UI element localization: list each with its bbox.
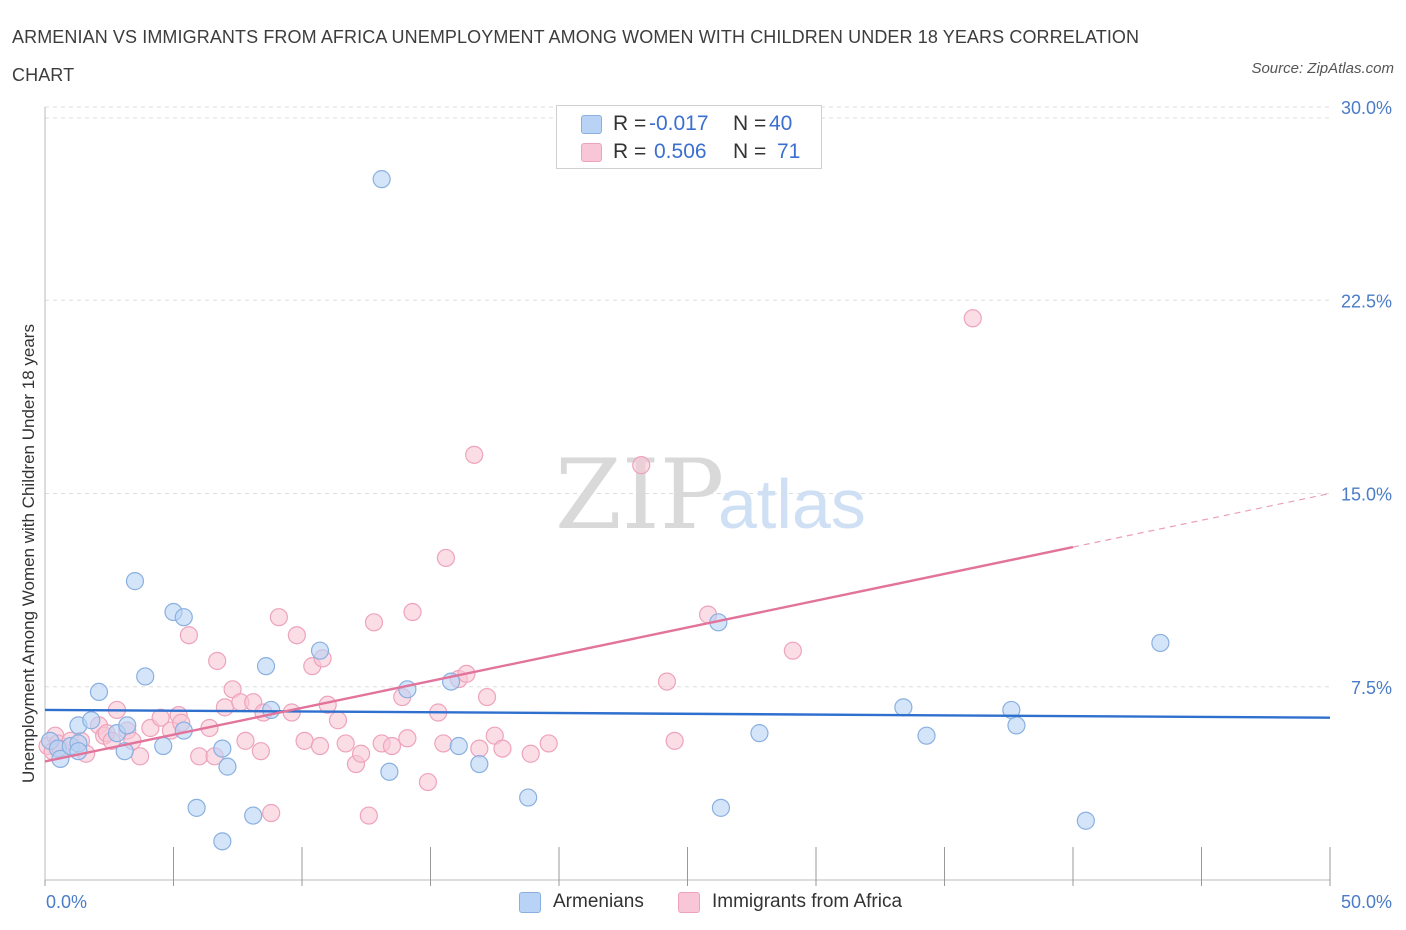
africa-legend-swatch: [678, 892, 700, 913]
africa-point-49: [382, 736, 402, 756]
africa-point-33: [262, 803, 281, 823]
r-label: R =: [613, 140, 647, 163]
africa-point-43: [336, 734, 355, 753]
africa-point-66: [632, 456, 651, 475]
africa-point-21: [179, 626, 199, 645]
africa-point-61: [477, 687, 497, 707]
armenian-point-13: [136, 667, 155, 686]
africa-point-68: [665, 731, 684, 750]
africa-point-37: [295, 731, 314, 750]
africa-point-34: [269, 608, 288, 627]
africa-trend-extension: [1072, 492, 1331, 548]
africa-point-59: [465, 445, 484, 464]
armenians-swatch: [581, 115, 602, 134]
africa-point-45: [352, 744, 371, 763]
n-label: N =: [733, 140, 767, 163]
trend-lines: [44, 492, 1331, 763]
africa-point-52: [403, 602, 422, 622]
africa-point-29: [236, 731, 255, 750]
armenians-trend-line: [44, 708, 1331, 719]
africa-point-31: [251, 742, 270, 761]
watermark-atlas: atlas: [718, 465, 866, 543]
africa-swatch: [581, 143, 602, 162]
africa-point-64: [521, 744, 540, 763]
armenian-point-29: [449, 736, 468, 756]
africa-point-70: [783, 641, 802, 660]
armenian-point-20: [218, 757, 237, 776]
source-label: Source: ZipAtlas.com: [1251, 60, 1394, 77]
armenian-point-40: [1076, 811, 1095, 830]
n-label: N =: [733, 112, 767, 135]
africa-point-63: [493, 739, 512, 758]
africa-point-22: [190, 747, 209, 766]
armenian-point-8: [89, 682, 109, 702]
armenian-point-23: [256, 657, 276, 676]
armenian-point-27: [398, 680, 417, 699]
armenian-point-12: [125, 572, 145, 591]
x-tick-label-0: 0.0%: [46, 892, 87, 912]
africa-point-46: [359, 806, 378, 825]
armenians-legend-label: Armenians: [553, 891, 644, 912]
africa-point-26: [215, 698, 234, 717]
armenian-point-41: [1151, 633, 1170, 653]
armenian-point-5: [69, 742, 88, 761]
correlation-legend: R = -0.017 N = 40 R = 0.506 N = 71: [556, 105, 822, 169]
y-tick-label-0: 7.5%: [1351, 678, 1392, 698]
n-value: 71: [777, 140, 801, 163]
africa-point-67: [657, 672, 677, 691]
n-value: 40: [769, 112, 793, 135]
armenian-point-14: [154, 736, 173, 756]
armenian-point-39: [1007, 716, 1026, 735]
y-tick-label-3: 30.0%: [1341, 98, 1392, 118]
y-tick-label-2: 22.5%: [1341, 291, 1392, 311]
africa-point-60: [470, 739, 489, 758]
y-tick-label-1: 15.0%: [1341, 485, 1392, 505]
armenian-point-19: [213, 739, 232, 758]
africa-point-55: [434, 734, 453, 753]
armenians-legend-swatch: [519, 892, 541, 913]
armenian-point-31: [372, 170, 391, 189]
armenian-point-32: [519, 788, 538, 807]
africa-point-56: [436, 548, 456, 568]
armenian-point-25: [310, 641, 330, 660]
r-value: 0.506: [654, 140, 707, 163]
africa-point-71: [963, 309, 982, 328]
armenian-point-21: [213, 832, 232, 851]
series-immigrants-from-africa: [38, 309, 982, 825]
armenian-point-30: [470, 754, 489, 774]
armenian-point-36: [894, 698, 913, 717]
r-label: R =: [613, 112, 647, 135]
armenian-point-18: [187, 798, 206, 817]
armenian-point-22: [244, 806, 263, 825]
watermark-zip: ZIP: [555, 439, 724, 551]
x-tick-label-1: 50.0%: [1341, 892, 1392, 912]
chart-title: ARMENIAN VS IMMIGRANTS FROM AFRICA UNEMP…: [12, 27, 1140, 85]
africa-point-65: [539, 734, 558, 753]
africa-point-51: [398, 729, 417, 748]
africa-trend-line: [44, 545, 1074, 763]
armenian-point-11: [118, 716, 137, 735]
armenian-point-37: [917, 726, 936, 745]
armenian-point-26: [380, 762, 399, 781]
y-axis-label: Unemployment Among Women with Children U…: [19, 324, 38, 783]
africa-point-36: [287, 626, 306, 645]
grid-lines: [45, 106, 1330, 688]
africa-point-39: [310, 736, 330, 756]
armenian-point-17: [174, 608, 193, 627]
africa-point-42: [328, 711, 348, 730]
armenian-point-35: [750, 724, 769, 743]
africa-point-17: [151, 708, 170, 727]
armenian-point-7: [82, 711, 101, 730]
armenian-point-34: [711, 798, 731, 817]
r-value: -0.017: [649, 112, 709, 135]
africa-point-25: [208, 651, 227, 671]
africa-point-47: [364, 613, 384, 632]
africa-legend-label: Immigrants from Africa: [712, 891, 903, 912]
africa-point-53: [418, 772, 438, 792]
africa-point-15: [130, 747, 150, 766]
tick-labels: 7.5% 15.0% 22.5% 30.0% 0.0% 50.0%: [46, 98, 1392, 912]
